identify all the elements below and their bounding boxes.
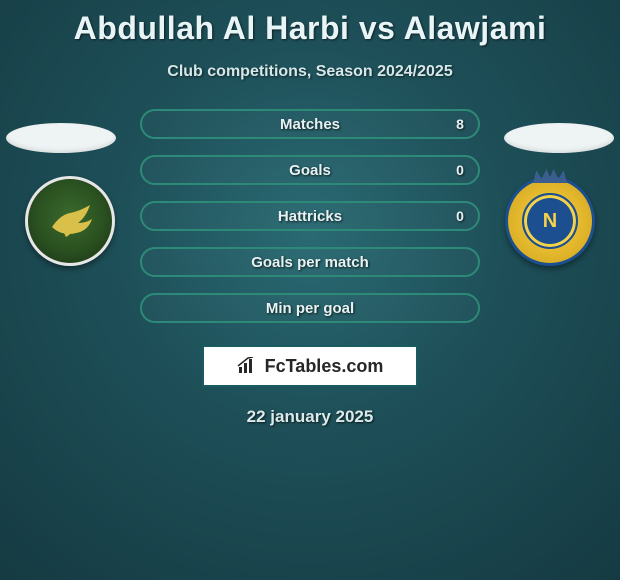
stat-right-value <box>446 249 474 275</box>
stat-row-goals-per-match: Goals per match <box>140 247 480 277</box>
date-label: 22 january 2025 <box>0 407 620 427</box>
stat-left-value <box>146 111 174 137</box>
stat-row-min-per-goal: Min per goal <box>140 293 480 323</box>
crown-icon <box>533 169 567 183</box>
stat-label: Goals per match <box>251 254 369 271</box>
stat-label: Goals <box>289 162 331 179</box>
bar-chart-icon <box>237 357 259 375</box>
stat-left-value <box>146 249 174 275</box>
stat-left-value <box>146 295 174 321</box>
stat-row-goals: Goals 0 <box>140 155 480 185</box>
stat-row-hattricks: Hattricks 0 <box>140 201 480 231</box>
club-crest-right-body: N <box>505 176 595 266</box>
brand-text: FcTables.com <box>265 356 384 377</box>
stats-container: Matches 8 Goals 0 Hattricks 0 Goals per … <box>140 109 480 323</box>
page-title: Abdullah Al Harbi vs Alawjami <box>0 0 620 47</box>
stat-right-value: 8 <box>446 111 474 137</box>
stat-label: Hattricks <box>278 208 342 225</box>
player-right-oval <box>504 123 614 153</box>
stat-label: Matches <box>280 116 340 133</box>
stat-left-value <box>146 203 174 229</box>
page-subtitle: Club competitions, Season 2024/2025 <box>0 63 620 81</box>
club-crest-left-body <box>25 176 115 266</box>
stat-right-value: 0 <box>446 157 474 183</box>
stat-right-value: 0 <box>446 203 474 229</box>
stat-right-value <box>446 295 474 321</box>
eagle-icon <box>42 193 98 249</box>
stat-row-matches: Matches 8 <box>140 109 480 139</box>
player-left-oval <box>6 123 116 153</box>
stat-label: Min per goal <box>266 300 354 317</box>
club-crest-right-inner: N <box>522 193 578 249</box>
stat-left-value <box>146 157 174 183</box>
club-crest-right: N <box>505 176 595 266</box>
club-crest-left <box>25 176 115 266</box>
brand-box: FcTables.com <box>202 345 418 387</box>
